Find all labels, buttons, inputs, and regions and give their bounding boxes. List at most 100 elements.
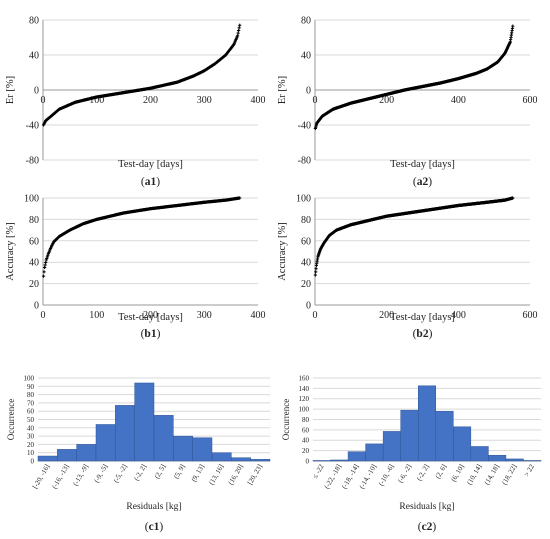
y-axis-title: Er [%]: [277, 76, 288, 104]
x-tick-label: (-2, 2]: [415, 463, 431, 482]
x-axis-title: Test-day [days]: [118, 312, 183, 323]
x-tick-label: (-10, -6]: [377, 463, 396, 487]
data-point: [44, 258, 48, 262]
y-tick-label: 10: [27, 449, 35, 457]
data-point: [314, 270, 318, 274]
x-tick-label: (10, 14]: [465, 463, 483, 486]
y-tick-label: 100: [296, 194, 311, 205]
y-tick-label: 70: [27, 399, 35, 407]
data-point: [45, 256, 49, 261]
bar: [192, 437, 213, 462]
x-tick-label: (-2, 2]: [132, 463, 148, 482]
bar: [523, 460, 542, 462]
x-tick-label: 100: [89, 310, 104, 321]
x-tick-label: [-20, -16]: [31, 463, 51, 490]
data-point: [45, 255, 49, 259]
bar: [435, 410, 454, 462]
y-axis-title: Accuracy [%]: [277, 222, 288, 281]
y-tick-label: 60: [27, 408, 35, 416]
bar: [347, 451, 366, 462]
data-point: [511, 196, 515, 200]
data-point: [237, 28, 241, 33]
y-axis-title: Accuracy [%]: [5, 222, 16, 281]
x-tick-label: 0: [41, 95, 46, 106]
panel-label: (a1): [141, 176, 160, 188]
bar: [470, 446, 489, 462]
x-tick-label: 200: [379, 95, 394, 106]
y-tick-label: 80: [29, 16, 39, 27]
bar: [400, 409, 419, 462]
y-tick-label: 100: [24, 194, 39, 205]
series-points: [313, 196, 515, 277]
y-tick-label: 40: [29, 51, 39, 62]
bar: [153, 415, 174, 462]
panel-label: (b2): [413, 328, 433, 340]
x-tick-label: 300: [197, 310, 212, 321]
x-tick-label: (-14, -10]: [358, 463, 378, 490]
bar: [173, 435, 193, 462]
y-tick-label: 20: [29, 279, 39, 290]
x-tick-label: > 22: [523, 463, 537, 478]
x-tick-label: (16, 20]: [227, 463, 245, 486]
y-tick-label: 160: [299, 374, 310, 382]
panel-label: (c1): [145, 521, 164, 533]
x-tick-label: (-5, -2]: [112, 463, 129, 484]
y-tick-label: -40: [298, 121, 311, 132]
x-tick-label: (-9, -5]: [93, 463, 110, 484]
x-tick-label: 400: [251, 95, 266, 106]
y-tick-label: 0: [34, 86, 39, 97]
bar: [231, 457, 251, 462]
x-tick-label: 400: [451, 310, 466, 321]
y-tick-label: 0: [306, 86, 311, 97]
series-points: [41, 23, 242, 127]
bar: [115, 405, 135, 462]
y-tick-label: 80: [302, 416, 310, 424]
x-axis-title: Test-day [days]: [390, 159, 455, 170]
bar: [95, 424, 116, 462]
y-tick-label: -80: [298, 156, 311, 167]
data-point: [235, 34, 240, 38]
series-points: [313, 24, 515, 131]
y-tick-label: 0: [34, 301, 39, 312]
bar: [37, 455, 58, 462]
y-tick-label: 20: [27, 441, 35, 449]
bar: [382, 431, 401, 462]
data-point: [238, 196, 242, 200]
x-tick-label: 200: [143, 95, 158, 106]
data-point: [43, 265, 47, 270]
x-tick-label: (6, 10]: [450, 463, 466, 483]
data-point: [511, 24, 515, 28]
x-tick-label: 400: [451, 95, 466, 106]
y-tick-label: 100: [24, 374, 35, 382]
panel-label: (c2): [418, 521, 437, 533]
x-axis-title: Residuals [kg]: [399, 502, 454, 512]
bar-series: [312, 385, 542, 462]
data-point: [43, 263, 47, 267]
data-point: [41, 274, 46, 278]
data-point: [313, 273, 317, 277]
bar: [134, 382, 155, 462]
x-tick-label: (13, 16]: [207, 463, 225, 486]
x-tick-label: 200: [143, 310, 158, 321]
x-tick-label: 0: [313, 310, 318, 321]
panel-label: (b1): [141, 328, 161, 340]
y-tick-label: 30: [27, 433, 35, 441]
x-tick-label: ≤ -22: [311, 463, 326, 480]
y-tick-label: 80: [29, 215, 39, 226]
bar: [505, 458, 524, 462]
bar: [76, 444, 97, 462]
y-tick-label: 60: [302, 426, 310, 434]
x-tick-label: (2, 5]: [153, 463, 168, 480]
y-tick-label: 140: [299, 385, 310, 393]
x-axis-title: Test-day [days]: [118, 159, 183, 170]
y-tick-label: 0: [306, 457, 310, 465]
y-tick-label: 0: [31, 457, 35, 465]
y-axis-title: Occurrence: [281, 399, 291, 440]
bar: [330, 459, 349, 462]
x-tick-label: 0: [41, 310, 46, 321]
y-tick-label: 40: [302, 437, 310, 445]
x-tick-label: (2, 6]: [434, 463, 449, 480]
y-tick-label: 100: [299, 406, 310, 414]
